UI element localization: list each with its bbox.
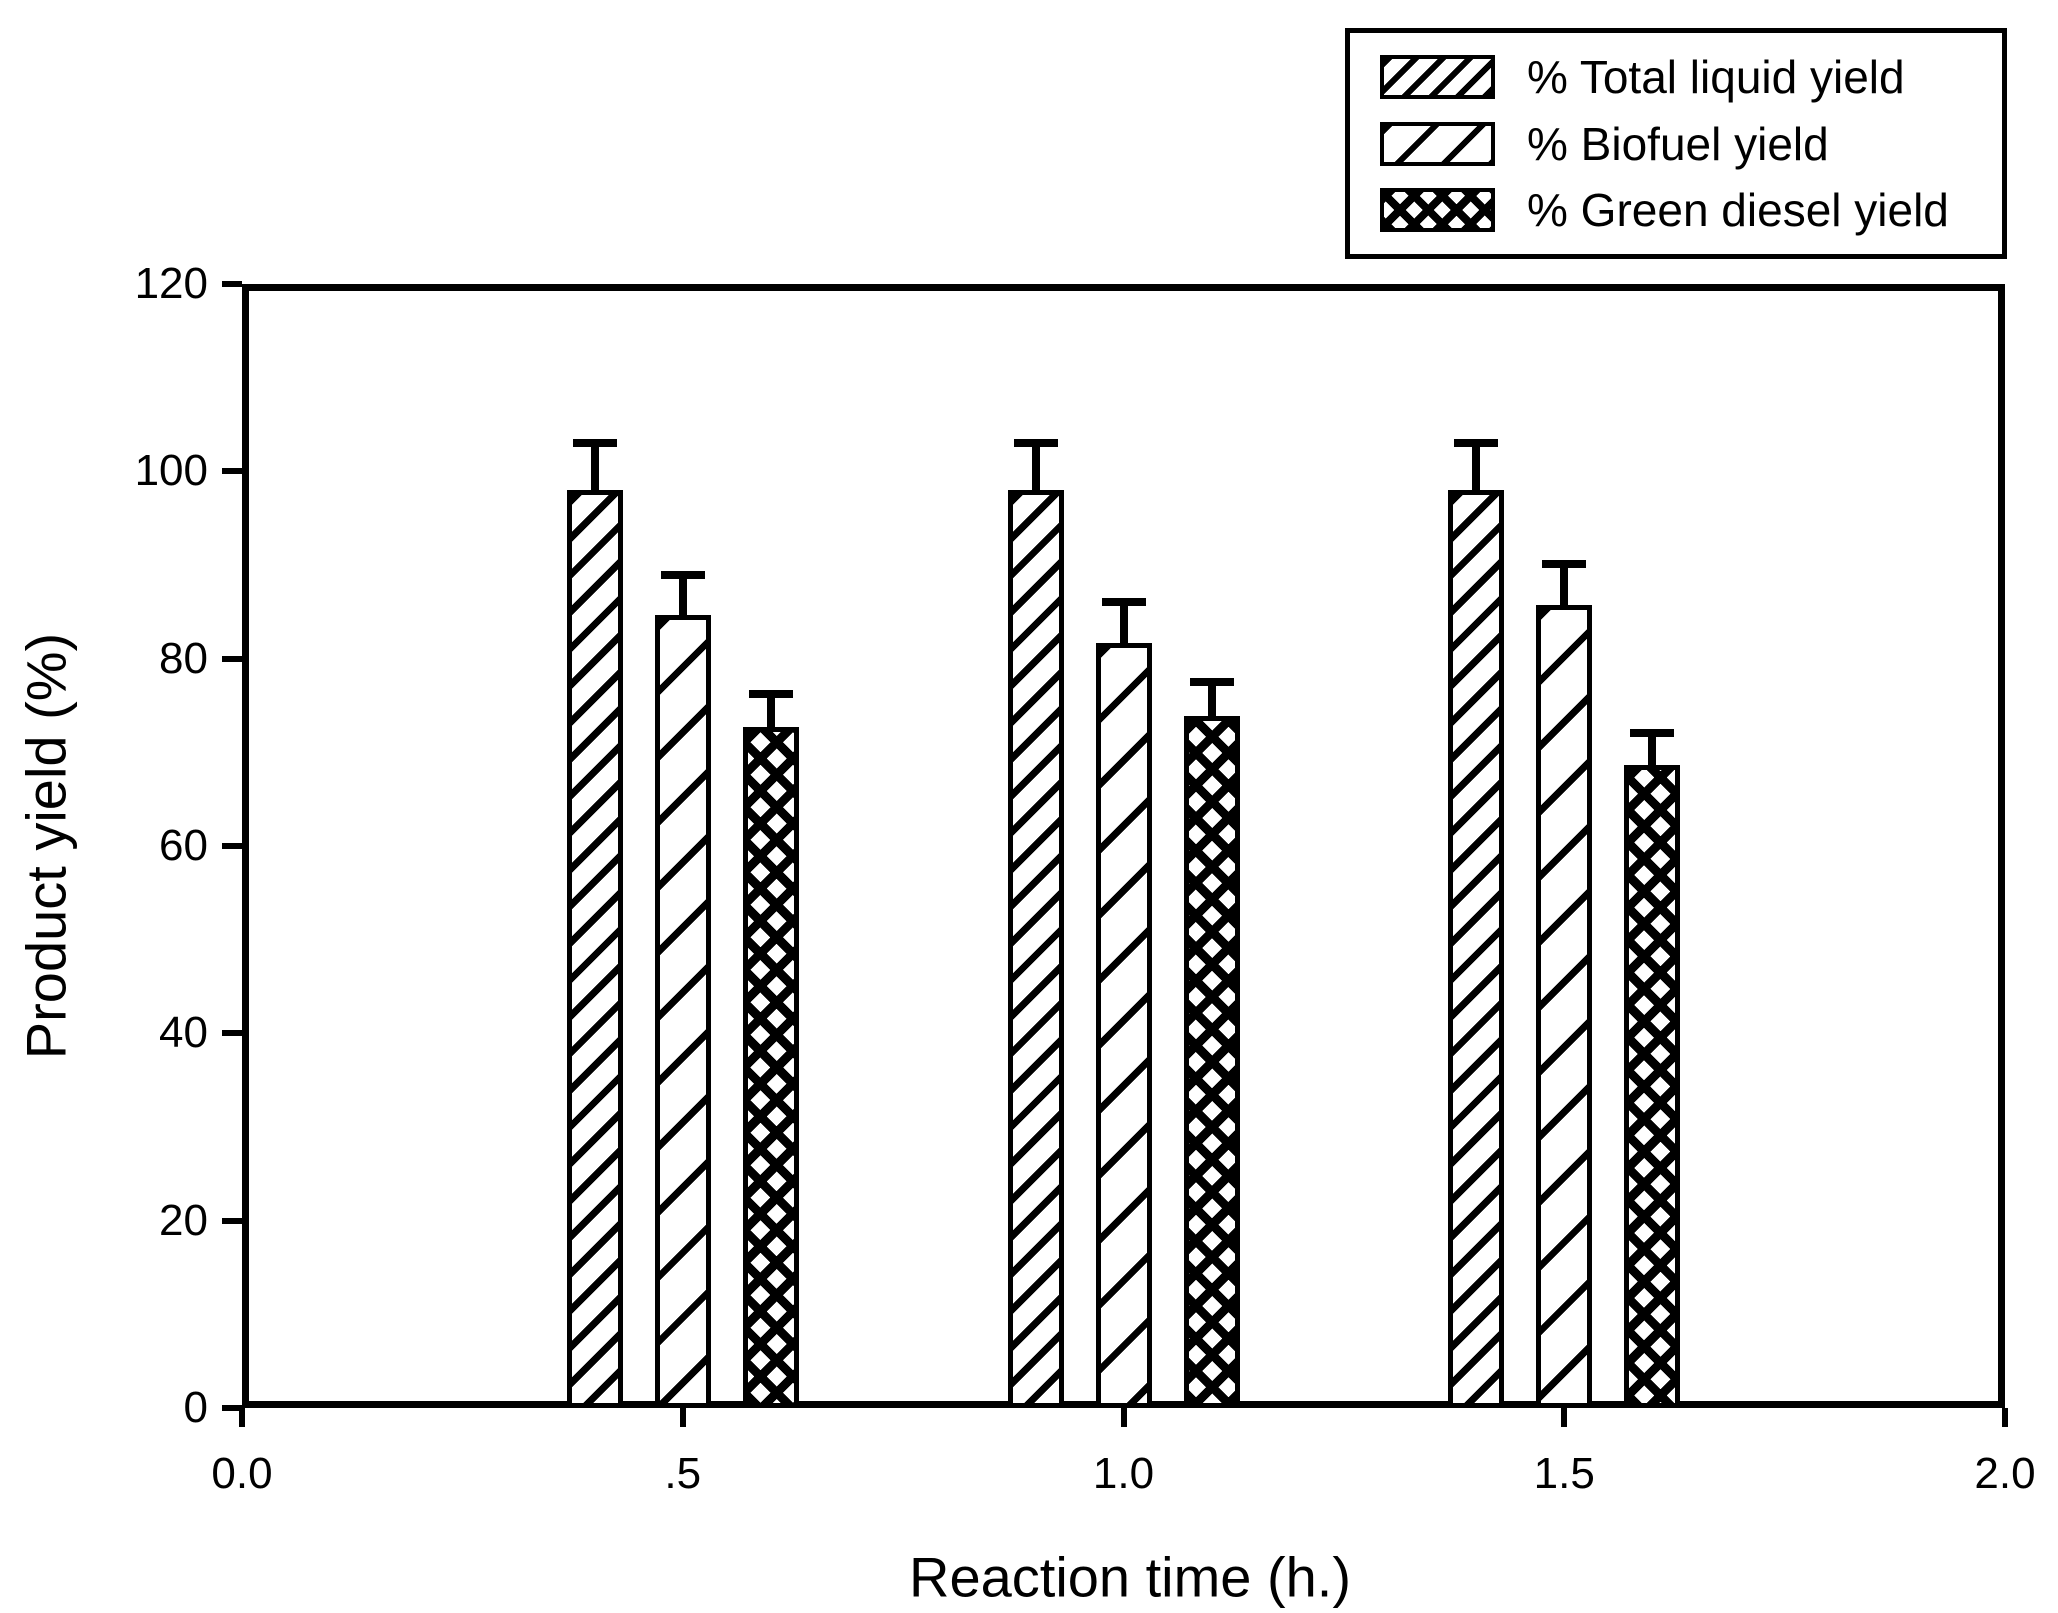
y-axis-tick [222,468,242,475]
legend-label: % Green diesel yield [1527,184,1949,237]
y-axis-tick [222,1030,242,1037]
x-axis-tick [679,1408,686,1427]
bar-green-diesel-yield-group-1 [742,727,799,1408]
bar-green-diesel-yield-group-2 [1183,715,1240,1408]
error-bar-cap-total-liquid-yield [572,439,617,448]
y-axis-tick-label: 0 [183,1383,208,1432]
x-axis-title: Reaction time (h.) [909,1545,1351,1609]
y-axis-tick [222,655,242,662]
y-axis-tick [222,843,242,849]
legend-item-total-liquid-yield: % Total liquid yield [1380,54,2002,100]
legend-item-biofuel-yield: % Biofuel yield [1380,121,2002,167]
bar-total-liquid-yield-group-2 [1007,490,1064,1408]
error-bar-stem-total-liquid-yield [1472,443,1481,491]
error-bar-stem-green-diesel-yield [1648,732,1657,766]
x-axis-tick-label: .5 [664,1449,702,1498]
error-bar-stem-total-liquid-yield [1031,443,1040,491]
legend-label: % Biofuel yield [1527,117,1829,170]
error-bar-stem-green-diesel-yield [766,694,775,728]
legend: % Total liquid yield % Biofuel yield % G… [1345,28,2007,259]
bar-green-diesel-yield-group-3 [1624,765,1681,1408]
y-axis-tick [222,1405,242,1411]
error-bar-stem-total-liquid-yield [590,443,599,491]
y-axis-tick-label: 20 [159,1195,208,1245]
x-axis-tick-label: 2.0 [1974,1449,2036,1498]
x-axis-tick [239,1408,245,1427]
y-axis-tick-label: 100 [134,446,208,496]
error-bar-cap-green-diesel-yield [1630,728,1675,737]
error-bar-cap-total-liquid-yield [1013,439,1058,448]
bar-total-liquid-yield-group-1 [566,490,623,1408]
x-axis-tick-label: 1.5 [1533,1449,1595,1498]
error-bar-cap-biofuel-yield [1101,598,1146,607]
error-bar-cap-green-diesel-yield [1189,678,1234,687]
sparse-diagonal-hatch-swatch-icon [1380,121,1495,166]
dense-diagonal-hatch-swatch-icon [1380,54,1495,99]
crosshatch-swatch-icon [1380,188,1495,233]
x-axis-tick-label: 0.0 [211,1449,273,1498]
legend-item-green-diesel-yield: % Green diesel yield [1380,187,2002,233]
y-axis-tick-label: 40 [159,1008,208,1058]
bar-biofuel-yield-group-2 [1095,642,1152,1408]
legend-label: % Total liquid yield [1527,50,1905,103]
x-axis-tick [1120,1408,1127,1427]
error-bar-stem-biofuel-yield [1119,602,1128,643]
y-axis-tick-label: 120 [134,259,208,308]
x-axis-tick [2002,1408,2008,1427]
x-axis-tick-label: 1.0 [1092,1449,1155,1498]
y-axis-tick-label: 80 [159,633,208,683]
y-axis-tick [222,281,242,287]
error-bar-stem-biofuel-yield [1560,564,1569,606]
error-bar-cap-total-liquid-yield [1454,439,1499,448]
error-bar-cap-biofuel-yield [1542,560,1587,569]
error-bar-stem-green-diesel-yield [1207,682,1216,716]
error-bar-cap-green-diesel-yield [748,690,793,699]
y-axis-tick [222,1217,242,1224]
bar-biofuel-yield-group-3 [1536,605,1593,1408]
bar-biofuel-yield-group-1 [654,614,711,1408]
error-bar-stem-biofuel-yield [678,575,687,615]
x-axis-tick [1561,1408,1568,1427]
y-axis-tick-label: 60 [159,821,208,870]
bar-total-liquid-yield-group-3 [1448,490,1505,1408]
error-bar-cap-biofuel-yield [660,571,705,580]
